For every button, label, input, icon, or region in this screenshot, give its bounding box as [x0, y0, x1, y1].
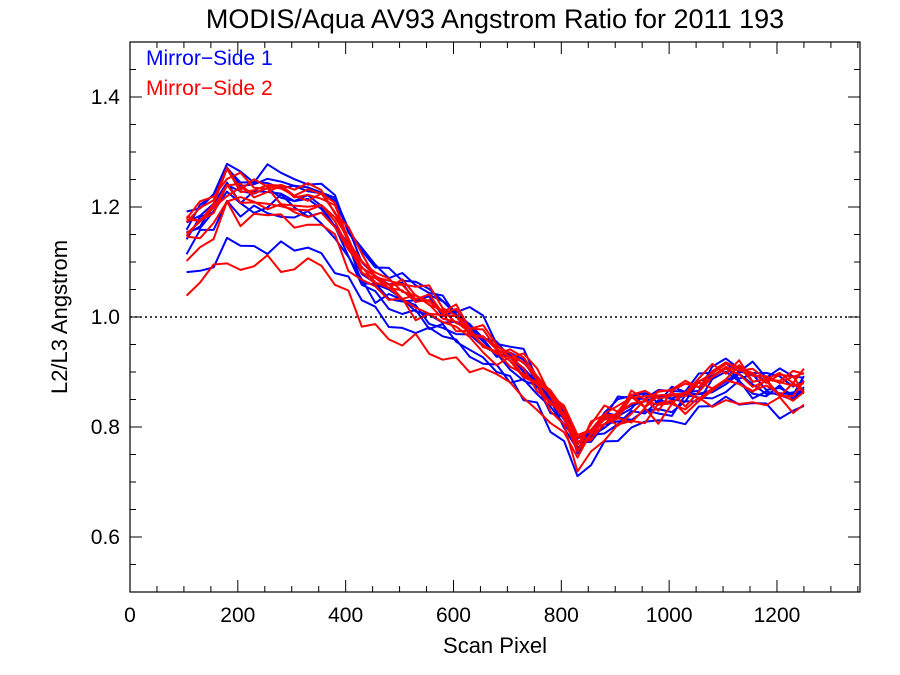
legend-entry-mirror-side-1: Mirror−Side 1: [146, 47, 273, 70]
y-tick-label: 1.4: [91, 86, 121, 109]
legend-entry-mirror-side-2: Mirror−Side 2: [146, 77, 273, 100]
x-tick-label: 400: [328, 604, 363, 627]
x-axis-ticks: 0 200 400 600 800 1000 1200: [124, 42, 859, 627]
y-tick-label: 1.2: [91, 196, 120, 219]
series-line-mirror-side-1: [185, 184, 805, 478]
y-axis-label: L2/L3 Angstrom: [47, 240, 72, 394]
y-axis-ticks: 0.6 0.8 1.0 1.2 1.4: [91, 41, 860, 593]
x-tick-label: 0: [124, 604, 136, 627]
series-line-mirror-side-1: [186, 190, 805, 451]
series-line-mirror-side-2: [185, 254, 805, 459]
x-tick-label: 200: [220, 604, 255, 627]
chart-title: MODIS/Aqua AV93 Angstrom Ratio for 2011 …: [206, 4, 784, 34]
x-tick-label: 1000: [646, 604, 693, 627]
series-line-mirror-side-2: [185, 183, 805, 446]
series-line-mirror-side-2: [185, 200, 805, 453]
series-line-mirror-side-2: [185, 171, 805, 436]
series-layer: [185, 162, 805, 478]
y-tick-label: 1.0: [91, 306, 120, 329]
x-axis-label: Scan Pixel: [443, 633, 547, 658]
x-tick-label: 800: [544, 604, 579, 627]
y-tick-label: 0.6: [91, 526, 120, 549]
series-line-mirror-side-2: [185, 166, 805, 473]
x-tick-label: 600: [436, 604, 471, 627]
x-tick-label: 1200: [754, 604, 801, 627]
y-tick-label: 0.8: [91, 416, 120, 439]
